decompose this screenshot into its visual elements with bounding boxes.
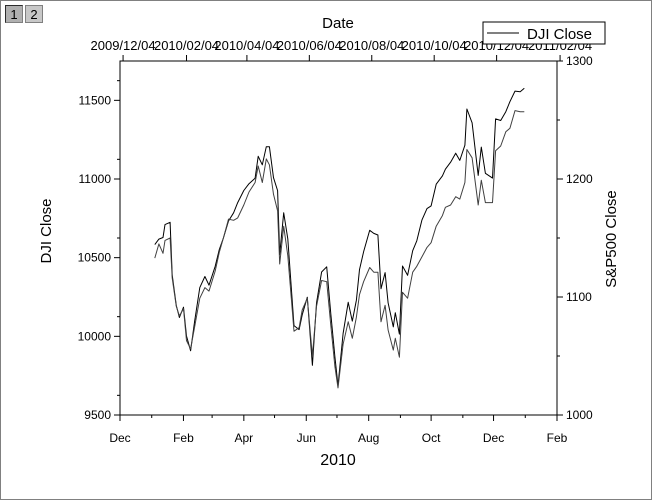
y-right-tick-label: 1300	[566, 54, 593, 68]
x-top-tick-label: 2009/12/04	[91, 38, 156, 53]
legend-entry-dji-close: DJI Close	[527, 26, 592, 43]
x-bottom-tick-label: Apr	[234, 431, 253, 445]
x-bottom-tick-label: Feb	[173, 431, 194, 445]
x-bottom-tick-label: Feb	[547, 431, 568, 445]
x-top-tick-label: 2010/02/04	[154, 38, 219, 53]
x-bottom-tick-label: Oct	[422, 431, 441, 445]
y-right-tick-label: 1200	[566, 172, 593, 186]
y-right-tick-label: 1000	[566, 408, 593, 422]
x-bottom-tick-label: Aug	[358, 431, 379, 445]
legend-box	[482, 21, 606, 45]
y-left-axis-title: DJI Close	[38, 198, 55, 263]
y-left-tick-label: 9500	[84, 408, 111, 422]
axes: Dec Feb Apr Jun Aug Oct Dec Feb2009/12/042010/0…	[78, 38, 593, 445]
labels: Date 2010 DJI Close S&P500 Close	[38, 15, 620, 469]
series-layer	[154, 87, 525, 389]
y-left-tick-label: 10000	[78, 329, 112, 343]
layer-tab-2[interactable]: 2	[25, 5, 43, 23]
y-right-tick-label: 1100	[566, 290, 592, 304]
x-bottom-tick-label: Jun	[297, 431, 316, 445]
x-bottom-tick-label: Dec	[109, 431, 130, 445]
series-line-sp500-close	[154, 110, 525, 389]
x-top-tick-label: 2010/06/04	[277, 38, 342, 53]
x-bottom-tick-label: Dec	[483, 431, 504, 445]
y-right-axis-title: S&P500 Close	[603, 190, 620, 288]
x-top-tick-label: 2010/08/04	[339, 38, 404, 53]
legend: DJI Close	[482, 21, 606, 45]
x-top-tick-label: 2010/04/04	[214, 38, 279, 53]
y-left-tick-label: 10500	[78, 251, 112, 265]
y-left-tick-label: 11000	[79, 172, 112, 186]
layer-tab-1[interactable]: 1	[5, 5, 23, 23]
series-line-dji-close	[154, 87, 525, 387]
x-bottom-axis-title: 2010	[320, 452, 356, 469]
x-top-axis-title: Date	[322, 15, 354, 32]
plot-frame	[119, 60, 558, 416]
layer-tabs: 1 2	[5, 5, 43, 25]
y-left-tick-label: 11500	[79, 93, 112, 107]
x-top-tick-label: 2010/10/04	[402, 38, 467, 53]
